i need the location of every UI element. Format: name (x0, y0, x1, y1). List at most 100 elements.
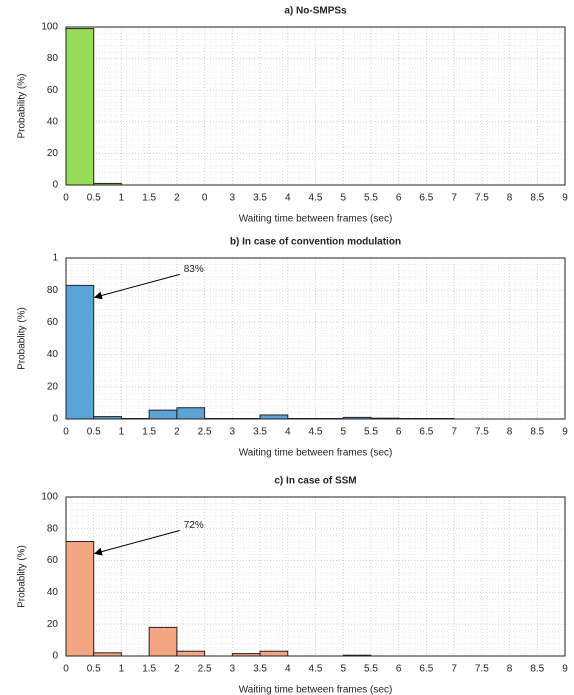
y-tick-label: 20 (47, 619, 59, 630)
chart-title: c) In case of SSM (274, 476, 356, 487)
x-tick-label: 6.5 (419, 193, 433, 204)
bar (148, 409, 178, 420)
y-tick-label: 60 (47, 555, 59, 566)
x-tick-label: 2 (174, 664, 180, 675)
plot-frame (65, 496, 566, 657)
x-tick-label: 2 (174, 193, 180, 204)
bar (176, 407, 206, 420)
annotation-arrow (93, 273, 180, 300)
x-tick-label: 2.5 (198, 664, 212, 675)
x-tick-label: 7 (451, 664, 457, 675)
x-tick-label: 6.5 (419, 427, 433, 438)
y-tick-label: 60 (47, 85, 59, 96)
bar (148, 626, 178, 657)
x-tick-label: 6.5 (419, 664, 433, 675)
y-tick-label: 0 (52, 180, 58, 191)
chart-title: b) In case of convention modulation (230, 237, 401, 248)
x-tick-label: 5 (340, 664, 346, 675)
x-tick-label: 0 (202, 193, 208, 204)
x-tick-label: 4.5 (309, 427, 323, 438)
y-tick-label: 40 (47, 587, 59, 598)
x-tick-label: 3 (230, 664, 236, 675)
x-tick-label: 0.5 (87, 427, 101, 438)
x-tick-label: 8 (507, 193, 513, 204)
y-tick-label: 80 (47, 285, 59, 296)
x-tick-label: 5.5 (364, 427, 378, 438)
x-tick-label: 7 (451, 193, 457, 204)
chart-title: a) No-SMPSs (284, 6, 347, 17)
x-tick-label: 6 (396, 427, 402, 438)
bar (176, 650, 206, 657)
x-tick-label: 7.5 (475, 664, 489, 675)
x-tick-label: 0.5 (87, 193, 101, 204)
x-tick-label: 8 (507, 664, 513, 675)
annotation: 83% (184, 264, 204, 275)
y-tick-label: 100 (41, 492, 58, 503)
y-tick-label: 20 (47, 381, 59, 392)
y-tick-label: 80 (47, 53, 59, 64)
x-tick-label: 0 (63, 427, 69, 438)
x-tick-label: 6 (396, 193, 402, 204)
x-tick-label: 6 (396, 664, 402, 675)
bar (65, 541, 95, 657)
y-axis-label: Probability (%) (17, 73, 28, 138)
x-tick-label: 5 (340, 193, 346, 204)
x-tick-label: 8.5 (530, 664, 544, 675)
annotation: 72% (184, 520, 204, 531)
y-tick-label: 0 (52, 414, 58, 425)
x-tick-label: 9 (562, 427, 568, 438)
x-tick-label: 5.5 (364, 193, 378, 204)
x-axis-label: Waiting time between frames (sec) (239, 214, 393, 225)
x-tick-label: 1.5 (142, 664, 156, 675)
x-tick-label: 9 (562, 664, 568, 675)
x-tick-label: 0.5 (87, 664, 101, 675)
x-tick-label: 8 (507, 427, 513, 438)
x-tick-label: 9 (562, 193, 568, 204)
x-tick-label: 8.5 (530, 427, 544, 438)
x-tick-label: 3 (230, 193, 236, 204)
x-axis-label: Waiting time between frames (sec) (239, 685, 393, 695)
x-tick-label: 3.5 (253, 427, 267, 438)
y-tick-label: 100 (41, 22, 58, 33)
y-tick-label: 1 (52, 253, 58, 264)
bar (65, 28, 95, 186)
y-axis-label: Probablity (%) (17, 307, 28, 370)
x-tick-label: 3 (230, 427, 236, 438)
annotation-arrow (93, 530, 180, 556)
x-tick-label: 1 (119, 664, 125, 675)
x-tick-label: 1.5 (142, 193, 156, 204)
x-tick-label: 1.5 (142, 427, 156, 438)
x-tick-label: 3.5 (253, 664, 267, 675)
plot-frame (65, 26, 566, 186)
x-tick-label: 4 (285, 193, 291, 204)
y-tick-label: 0 (52, 651, 58, 662)
x-tick-label: 5.5 (364, 664, 378, 675)
plot-area (66, 258, 565, 419)
x-tick-label: 4.5 (309, 664, 323, 675)
x-tick-label: 8.5 (530, 193, 544, 204)
x-tick-label: 7.5 (475, 193, 489, 204)
x-tick-label: 4.5 (309, 193, 323, 204)
x-tick-label: 5 (340, 427, 346, 438)
x-tick-label: 4 (285, 664, 291, 675)
x-tick-label: 7.5 (475, 427, 489, 438)
y-tick-label: 40 (47, 116, 59, 127)
y-tick-label: 20 (47, 148, 59, 159)
bar (259, 414, 289, 420)
x-tick-label: 2.5 (198, 427, 212, 438)
panel: 0 20 40 60 80 1 0 0.5 1 1.5 2 2.5 3 3.5 4 4.5 5 5.5 6 6.5 7 7… (17, 237, 569, 459)
y-axis-label: Probablity (%) (17, 545, 28, 608)
x-tick-label: 3.5 (253, 193, 267, 204)
x-tick-label: 0 (63, 664, 69, 675)
x-tick-label: 0 (63, 193, 69, 204)
x-tick-label: 7 (451, 427, 457, 438)
plot-frame (65, 257, 566, 420)
y-tick-label: 80 (47, 523, 59, 534)
y-tick-label: 60 (47, 317, 59, 328)
x-tick-label: 1 (119, 193, 125, 204)
bar (65, 284, 95, 420)
panel: 0 20 40 60 80 100 0 0.5 1 1.5 2 2.5 3 3.5 4 4.5 5 5.5 6 6.5… (17, 476, 569, 695)
x-tick-label: 1 (119, 427, 125, 438)
